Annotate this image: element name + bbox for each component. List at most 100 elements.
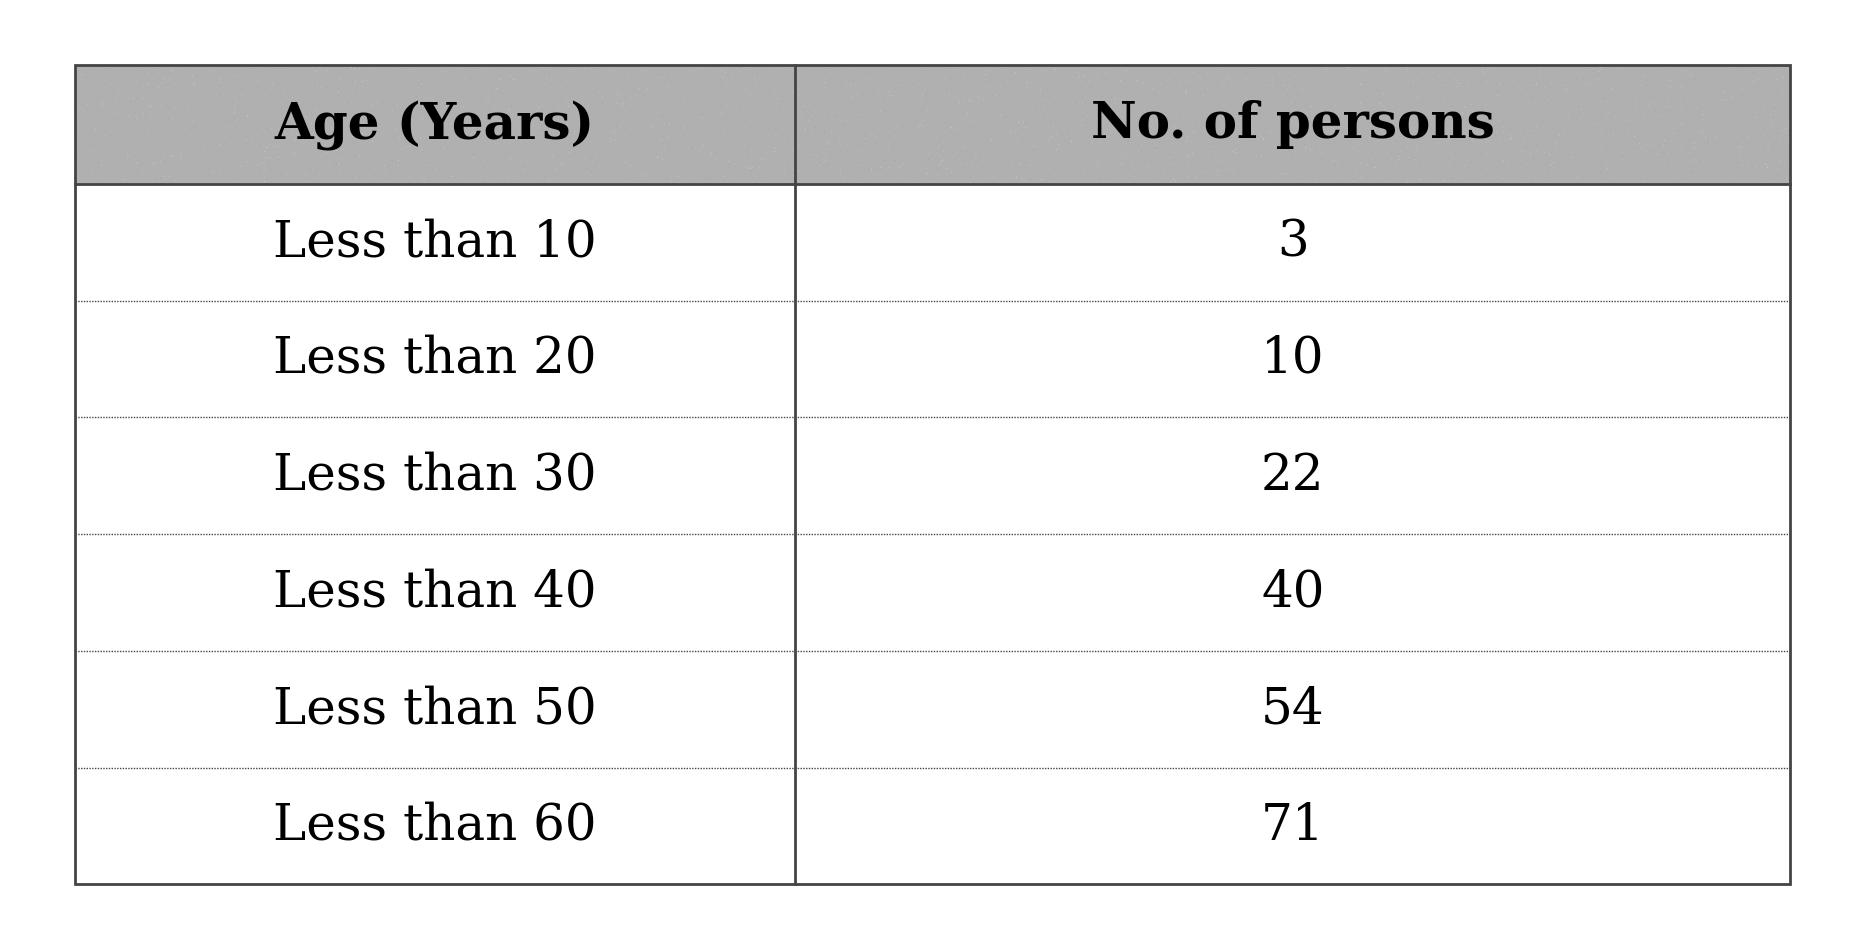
Point — [954, 67, 984, 82]
Point — [962, 126, 992, 141]
Point — [1569, 148, 1599, 163]
Point — [1251, 80, 1281, 95]
Point — [447, 70, 477, 85]
Point — [1186, 114, 1215, 128]
Point — [906, 93, 936, 108]
Point — [1657, 94, 1687, 109]
Point — [158, 148, 188, 163]
Point — [1310, 85, 1340, 100]
Point — [1156, 90, 1186, 105]
Point — [1126, 129, 1156, 144]
Point — [1508, 133, 1538, 148]
Point — [542, 128, 572, 143]
Point — [1519, 94, 1549, 109]
Point — [291, 110, 321, 125]
Point — [108, 117, 138, 132]
Point — [1752, 92, 1782, 107]
Point — [1305, 174, 1335, 189]
Point — [1277, 148, 1307, 163]
Point — [678, 105, 708, 120]
Point — [321, 165, 350, 180]
Point — [1504, 115, 1534, 130]
Point — [775, 98, 805, 113]
Point — [684, 115, 714, 130]
Point — [162, 121, 192, 136]
Point — [997, 155, 1027, 169]
Point — [1342, 169, 1372, 183]
Point — [514, 99, 544, 114]
Point — [255, 77, 285, 92]
Point — [1281, 86, 1310, 101]
Point — [106, 83, 136, 98]
Point — [992, 110, 1021, 125]
Point — [406, 109, 436, 124]
Point — [322, 116, 352, 131]
Point — [1517, 165, 1547, 180]
Point — [969, 150, 999, 165]
Point — [1266, 125, 1295, 140]
Point — [953, 70, 982, 85]
Point — [1713, 123, 1743, 138]
Point — [513, 72, 542, 87]
Point — [647, 67, 677, 82]
Point — [721, 76, 751, 91]
Point — [1363, 107, 1392, 122]
Point — [664, 94, 693, 109]
Point — [831, 103, 861, 118]
Point — [1122, 151, 1152, 166]
Point — [1350, 147, 1379, 162]
Point — [632, 91, 662, 106]
Point — [356, 141, 386, 155]
Point — [356, 98, 386, 113]
Point — [788, 109, 818, 124]
Point — [103, 163, 132, 178]
Point — [1469, 142, 1499, 157]
Point — [1691, 68, 1720, 83]
Point — [992, 62, 1021, 77]
Point — [384, 157, 414, 172]
Point — [785, 164, 815, 179]
Point — [555, 108, 585, 123]
Point — [116, 133, 145, 148]
Point — [561, 140, 591, 155]
Point — [1592, 94, 1622, 109]
Point — [158, 122, 188, 137]
Point — [1372, 162, 1402, 177]
Point — [524, 162, 554, 177]
Point — [1327, 155, 1357, 169]
Point — [181, 74, 211, 89]
Point — [1212, 72, 1241, 87]
Point — [280, 133, 309, 148]
Point — [887, 157, 917, 172]
Point — [233, 152, 263, 167]
Point — [1387, 73, 1417, 88]
Point — [440, 118, 470, 133]
Point — [844, 163, 874, 178]
Point — [459, 120, 488, 135]
Point — [384, 86, 414, 101]
Point — [841, 139, 870, 154]
Point — [382, 78, 412, 93]
Point — [705, 63, 734, 78]
Point — [1035, 144, 1064, 159]
Point — [893, 108, 923, 123]
Point — [537, 107, 567, 122]
Point — [248, 139, 278, 154]
Point — [1676, 68, 1706, 83]
Point — [1236, 145, 1266, 160]
Text: Less than 30: Less than 30 — [272, 452, 596, 501]
Point — [224, 91, 254, 106]
Point — [412, 88, 442, 102]
Point — [1323, 74, 1353, 88]
Point — [1359, 150, 1389, 165]
Point — [1609, 122, 1638, 137]
Point — [774, 158, 803, 173]
Point — [123, 90, 153, 105]
Point — [123, 113, 153, 128]
Point — [1527, 86, 1556, 101]
Point — [408, 171, 438, 186]
Point — [1087, 74, 1117, 88]
Point — [1117, 155, 1146, 169]
Point — [1077, 135, 1107, 150]
Point — [837, 119, 867, 134]
